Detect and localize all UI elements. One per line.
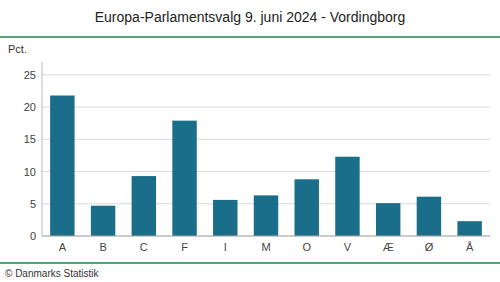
bar <box>132 176 156 236</box>
bar <box>172 121 196 236</box>
x-tick-label: C <box>140 241 148 253</box>
x-tick-label: Ø <box>425 241 434 253</box>
grid-line <box>42 171 490 172</box>
y-tick-label: 10 <box>24 166 36 178</box>
header-rule <box>0 36 500 38</box>
y-tick-label: 0 <box>30 230 36 242</box>
y-tick-label: 15 <box>24 133 36 145</box>
bar <box>91 206 115 236</box>
x-tick-label: Æ <box>383 241 394 253</box>
grid-line <box>42 236 490 237</box>
bar <box>335 157 359 236</box>
bar <box>213 200 237 236</box>
y-tick-label: 20 <box>24 101 36 113</box>
x-tick-label: V <box>344 241 352 253</box>
bar <box>295 179 319 236</box>
title: Europa-Parlamentsvalg 9. juni 2024 - Vor… <box>95 9 406 25</box>
bar <box>376 203 400 236</box>
bar <box>50 96 74 236</box>
grid-line <box>42 139 490 140</box>
grid-line <box>42 107 490 108</box>
footer: © Danmarks Statistik <box>5 268 100 279</box>
x-tick-label: A <box>59 241 67 253</box>
chart-container: Europa-Parlamentsvalg 9. juni 2024 - Vor… <box>0 0 500 282</box>
bar <box>254 195 278 236</box>
y-tick-label: 25 <box>24 69 36 81</box>
bar <box>457 221 481 236</box>
x-tick-label: B <box>99 241 106 253</box>
grid <box>42 75 490 236</box>
x-tick-label: M <box>261 241 270 253</box>
bar <box>417 197 441 236</box>
y-tick-label: 5 <box>30 198 36 210</box>
x-tick-label: O <box>302 241 311 253</box>
x-tick-label: F <box>181 241 188 253</box>
y-axis-line <box>42 62 43 236</box>
x-tick-label: I <box>224 241 227 253</box>
x-tick-label: Å <box>466 241 474 253</box>
chart: Europa-Parlamentsvalg 9. juni 2024 - Vor… <box>0 0 500 282</box>
bars <box>50 96 482 236</box>
grid-line <box>42 74 490 75</box>
x-axis-line <box>42 236 490 237</box>
y-axis-label: Pct. <box>8 43 27 55</box>
footer-rule <box>0 262 500 264</box>
